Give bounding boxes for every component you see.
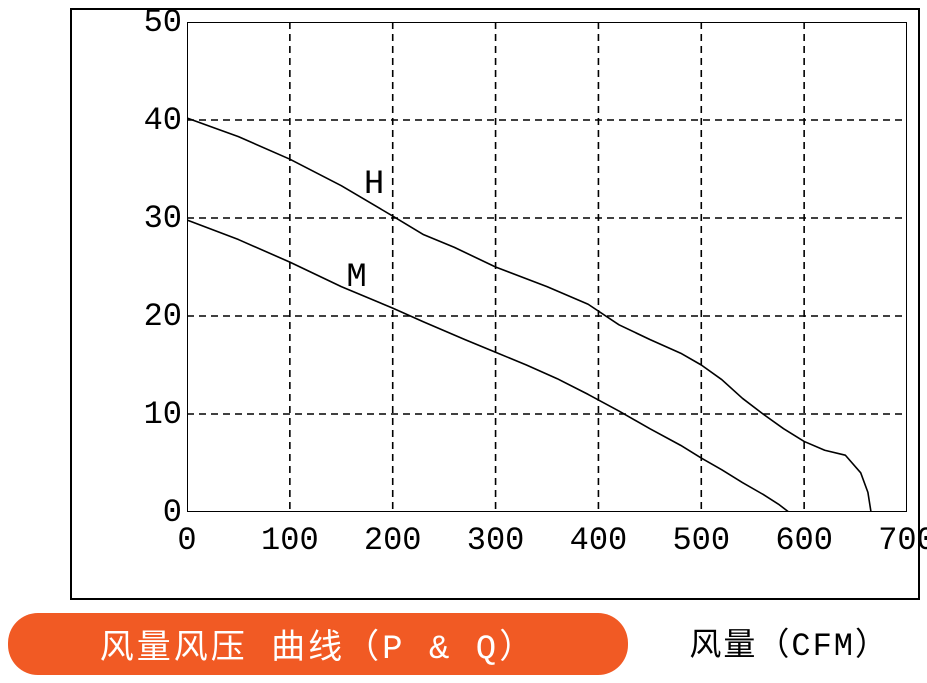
x-tick-label: 600 [764,522,844,559]
title-banner: 风量风压 曲线（P & Q） [8,613,628,675]
y-tick-label: 20 [127,298,182,335]
chart-outer-box: 01020304050 0100200300400500600700 HM [70,8,920,600]
x-tick-label: 100 [250,522,330,559]
series-label-H: H [364,166,384,204]
y-tick-label: 40 [127,102,182,139]
title-banner-text: 风量风压 曲线（P & Q） [100,619,536,669]
plot-area [187,22,907,512]
x-tick-label: 500 [661,522,741,559]
x-tick-label: 0 [147,522,227,559]
y-tick-label: 30 [127,200,182,237]
chart-container: 静压力（mm-H2O） 01020304050 0100200300400500… [0,0,927,683]
x-tick-label: 300 [456,522,536,559]
x-tick-label: 400 [558,522,638,559]
x-axis-label: 风量（CFM） [689,619,889,665]
x-tick-label: 200 [353,522,433,559]
x-tick-label: 700 [867,522,927,559]
y-tick-label: 50 [127,4,182,41]
y-tick-label: 10 [127,396,182,433]
series-label-M: M [346,259,366,297]
